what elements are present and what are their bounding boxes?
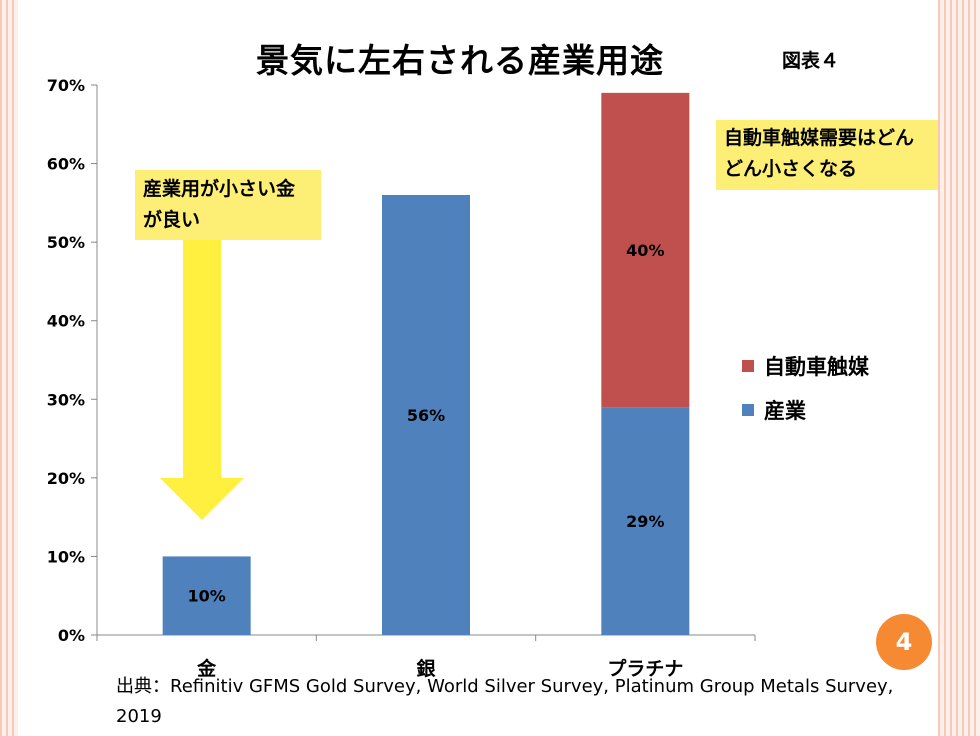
legend-swatch-industry — [742, 404, 754, 416]
y-tick-label: 30% — [47, 390, 85, 409]
data-label: 29% — [626, 512, 664, 531]
annotation-right-note: 自動車触媒需要はどんどん小さくなる — [716, 120, 938, 190]
page-number-badge: 4 — [876, 614, 932, 670]
y-tick-label: 0% — [58, 626, 85, 645]
y-tick-label: 40% — [47, 312, 85, 331]
legend-label-autocatalyst: 自動車触媒 — [764, 355, 869, 379]
y-tick-label: 50% — [47, 233, 85, 252]
figure-label: 図表４ — [782, 50, 840, 72]
data-label: 40% — [626, 241, 664, 260]
slide-title: 景気に左右される産業用途 — [256, 41, 664, 80]
y-tick-label: 20% — [47, 469, 85, 488]
source-citation: 出典：Refinitiv GFMS Gold Survey, World Sil… — [116, 676, 894, 727]
chart-legend: 自動車触媒 産業 — [742, 344, 869, 432]
data-label: 56% — [407, 406, 445, 425]
legend-item-autocatalyst: 自動車触媒 — [742, 344, 869, 388]
legend-item-industry: 産業 — [742, 388, 869, 432]
x-tick-label: 金 — [196, 657, 217, 680]
data-label: 10% — [188, 587, 226, 606]
y-tick-label: 70% — [47, 76, 85, 95]
bar-segment — [601, 407, 690, 635]
bar-segment — [382, 195, 470, 635]
y-tick-label: 10% — [47, 547, 85, 566]
x-tick-label: 銀 — [416, 657, 435, 680]
slide-border-right — [938, 0, 980, 736]
annotation-left-note: 産業用が小さい金が良い — [135, 170, 321, 240]
down-arrow-icon — [160, 238, 244, 520]
legend-label-industry: 産業 — [764, 399, 806, 423]
bar-segment — [601, 92, 690, 408]
bar-segment — [162, 556, 251, 635]
legend-swatch-autocatalyst — [742, 360, 754, 372]
slide-border-left — [0, 0, 18, 736]
x-tick-label: プラチナ — [607, 657, 683, 680]
y-tick-label: 60% — [47, 155, 85, 174]
